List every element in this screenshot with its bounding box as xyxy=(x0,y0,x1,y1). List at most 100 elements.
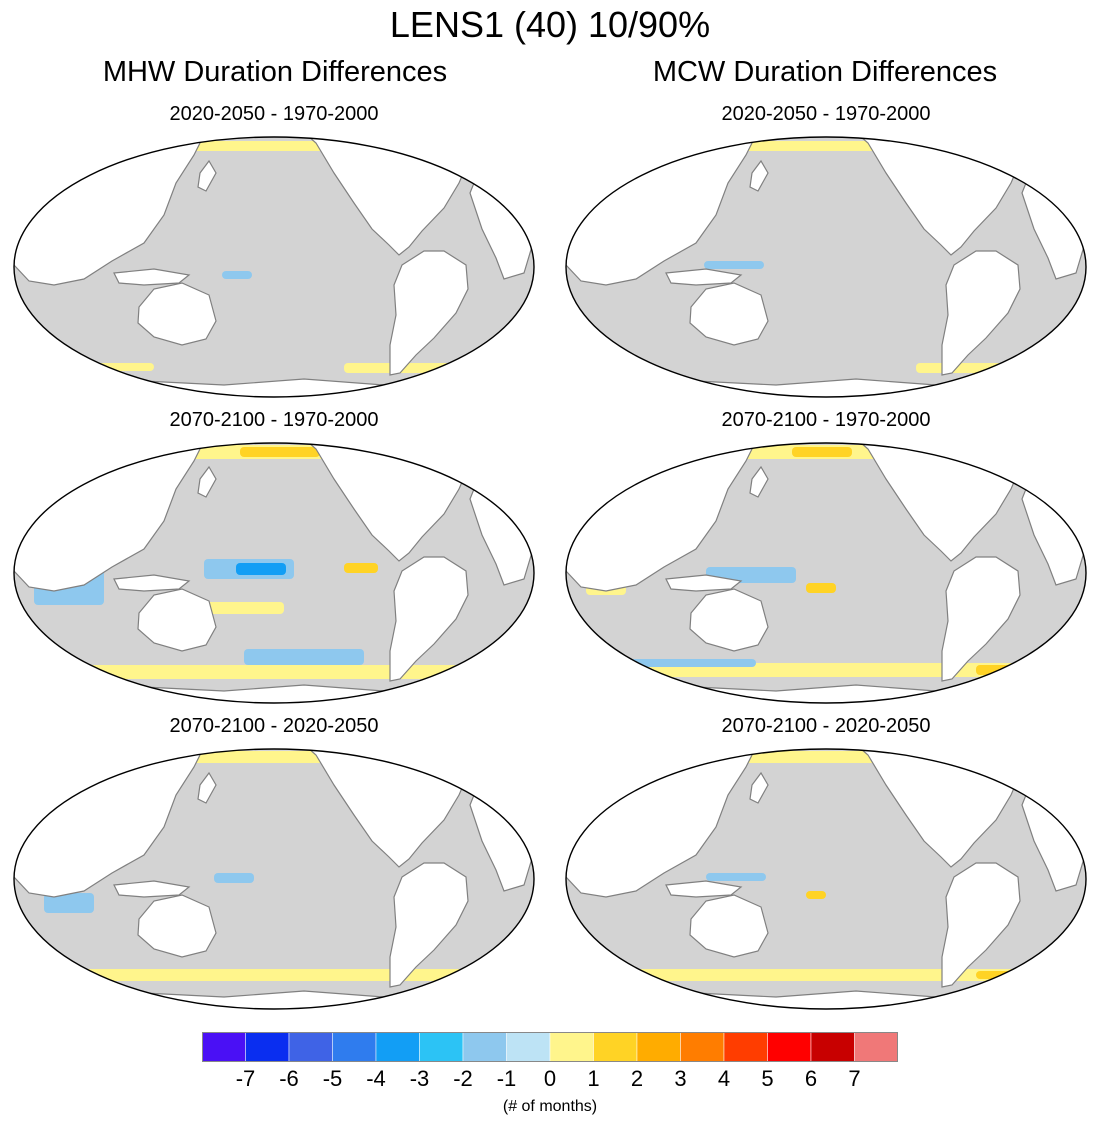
colorbar-tick-label: 7 xyxy=(848,1066,861,1091)
colorbar-segment xyxy=(810,1032,855,1062)
antarctica-landmass xyxy=(63,990,494,1009)
australia-landmass xyxy=(137,282,217,346)
map-panel-2: 2020-2050 - 1970-2000 xyxy=(556,103,1096,403)
world-map xyxy=(565,442,1087,704)
southern-ocean-cool-region xyxy=(244,649,364,665)
colorbar-segment xyxy=(462,1032,507,1062)
arctic-core-warm-region xyxy=(792,447,852,457)
world-map xyxy=(13,442,535,704)
panel-title: 2020-2050 - 1970-2000 xyxy=(721,103,931,125)
indonesia-landmass xyxy=(113,574,191,592)
map-border xyxy=(13,442,535,704)
colorbar-tick-label: -6 xyxy=(279,1066,299,1091)
colorbar-segment xyxy=(419,1032,464,1062)
map-panel-1: 2020-2050 - 1970-2000 xyxy=(4,103,544,403)
japan-landmass xyxy=(749,159,769,192)
east-pacific-warm-region xyxy=(806,583,836,593)
map-border xyxy=(565,748,1087,1010)
colorbar-tick-label: -4 xyxy=(366,1066,386,1091)
colorbar-segment xyxy=(723,1032,768,1062)
panel-title: 2070-2100 - 1970-2000 xyxy=(169,409,379,431)
map-panel-5: 2070-2100 - 2020-2050 xyxy=(4,715,544,1015)
colorbar-segment xyxy=(506,1032,551,1062)
colorbar-tick-label: 2 xyxy=(630,1066,644,1091)
indonesia-landmass xyxy=(665,880,743,898)
south-pacific-warm-region xyxy=(204,602,284,614)
arctic-warm-band-region xyxy=(108,141,448,151)
east-pacific-warm-region xyxy=(344,563,378,573)
map-panel-6: 2070-2100 - 2020-2050 xyxy=(556,715,1096,1015)
panel-title: 2070-2100 - 2020-2050 xyxy=(721,715,931,737)
colorbar-tick-label: -2 xyxy=(453,1066,473,1091)
japan-landmass xyxy=(197,465,217,498)
trop-pacific-cool-region xyxy=(214,873,254,883)
south-america-landmass xyxy=(389,250,469,376)
panel-title: 2070-2100 - 1970-2000 xyxy=(721,409,931,431)
colorbar-units: (# of months) xyxy=(502,1098,598,1115)
australia-landmass xyxy=(689,894,769,958)
colorbar-segment xyxy=(549,1032,594,1062)
arctic-warm-band-region xyxy=(660,751,1000,763)
colorbar-tick-label: 0 xyxy=(543,1066,557,1091)
colorbar-outline xyxy=(202,1032,898,1062)
world-map xyxy=(565,748,1087,1010)
arctic-warm-band-region xyxy=(108,751,448,763)
colorbar-segment xyxy=(245,1032,290,1062)
colorbar-segment xyxy=(636,1032,681,1062)
colorbar-tick-label: 1 xyxy=(587,1066,600,1091)
southern-ocean-band-e-region xyxy=(916,363,1026,373)
south-america-landmass xyxy=(389,862,469,988)
map-panel-3: 2070-2100 - 1970-2000 xyxy=(4,409,544,709)
southern-ocean-core-region xyxy=(976,665,1026,675)
southern-ocean-band-region xyxy=(636,969,1036,981)
colorbar-tick-label: 4 xyxy=(717,1066,731,1091)
north-america-landmass xyxy=(843,749,1027,868)
southern-ocean-cool-region xyxy=(616,659,756,667)
map-border xyxy=(13,748,535,1010)
trop-pacific-cool-region xyxy=(222,271,252,279)
antarctica-landmass xyxy=(63,684,494,703)
south-america-landmass xyxy=(941,862,1021,988)
colorbar-segment xyxy=(767,1032,812,1062)
north-america-landmass xyxy=(843,137,1027,256)
antarctica-landmass xyxy=(615,684,1046,703)
mhw-column-title: MHW Duration Differences xyxy=(102,56,448,88)
colorbar-tick-labels: -7 -6 -5 -4 -3 -2 -1 0 1 2 3 4 5 6 7 xyxy=(0,1066,1100,1096)
australia-landmass xyxy=(137,894,217,958)
world-map xyxy=(565,136,1087,398)
trop-pacific-cool-region xyxy=(704,261,764,269)
map-border xyxy=(13,136,535,398)
trop-pacific-cool-region xyxy=(706,873,766,881)
colorbar-tick-label: -3 xyxy=(409,1066,430,1091)
world-map xyxy=(13,748,535,1010)
indonesia-landmass xyxy=(113,880,191,898)
colorbar xyxy=(202,1032,898,1062)
colorbar-tick-label: 3 xyxy=(674,1066,687,1091)
arctic-warm-band-region xyxy=(660,141,1000,151)
mcw-column-title: MCW Duration Differences xyxy=(652,56,998,88)
north-america-landmass xyxy=(843,443,1027,562)
colorbar-tick-label: 6 xyxy=(804,1066,818,1091)
east-pacific-warm-region xyxy=(806,891,826,899)
colorbar-segment xyxy=(332,1032,377,1062)
arctic-core-warm-region xyxy=(240,447,320,457)
colorbar-segment xyxy=(854,1032,898,1062)
indonesia-landmass xyxy=(665,574,743,592)
south-america-landmass xyxy=(941,556,1021,682)
japan-landmass xyxy=(197,159,217,192)
japan-landmass xyxy=(749,465,769,498)
indonesia-landmass xyxy=(113,268,191,286)
australia-landmass xyxy=(689,282,769,346)
north-america-landmass xyxy=(291,443,475,562)
south-america-landmass xyxy=(389,556,469,682)
colorbar-segment xyxy=(680,1032,725,1062)
colorbar-segment xyxy=(593,1032,638,1062)
colorbar-tick-label: 5 xyxy=(761,1066,774,1091)
japan-landmass xyxy=(197,771,217,804)
colorbar-segment xyxy=(375,1032,420,1062)
west-pacific-core-region xyxy=(236,563,286,575)
indonesia-landmass xyxy=(665,268,743,286)
panel-title: 2020-2050 - 1970-2000 xyxy=(169,103,379,125)
antarctica-landmass xyxy=(63,378,494,397)
map-panel-4: 2070-2100 - 1970-2000 xyxy=(556,409,1096,709)
